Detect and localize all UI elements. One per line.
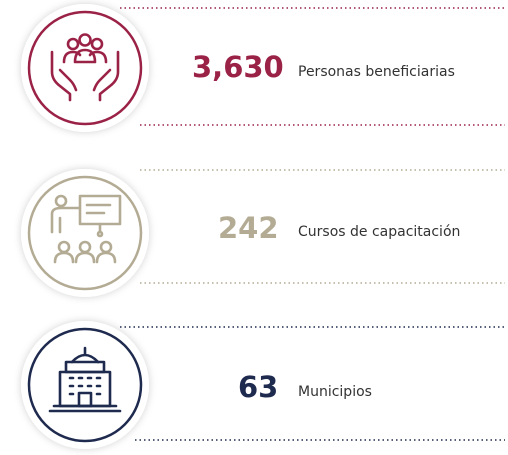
stat-row: 63 Municipios (21, 321, 505, 449)
icon-hands-people (50, 33, 120, 102)
icon-training (50, 194, 122, 264)
stat-number: 63 (238, 370, 278, 404)
stat-number: 3,630 (192, 50, 284, 84)
icon-building (48, 346, 122, 413)
stat-number: 242 (218, 211, 279, 245)
stat-row: 242 Cursos de capacitación (21, 169, 505, 297)
stat-row: 3,630 Personas beneficiarias (21, 4, 505, 132)
icon-ring (27, 175, 143, 291)
icon-ring (27, 10, 143, 126)
stat-label: Municipios (298, 384, 372, 400)
stat-label: Personas beneficiarias (298, 64, 455, 80)
stat-label: Cursos de capacitación (298, 224, 460, 240)
icon-ring (27, 327, 143, 443)
